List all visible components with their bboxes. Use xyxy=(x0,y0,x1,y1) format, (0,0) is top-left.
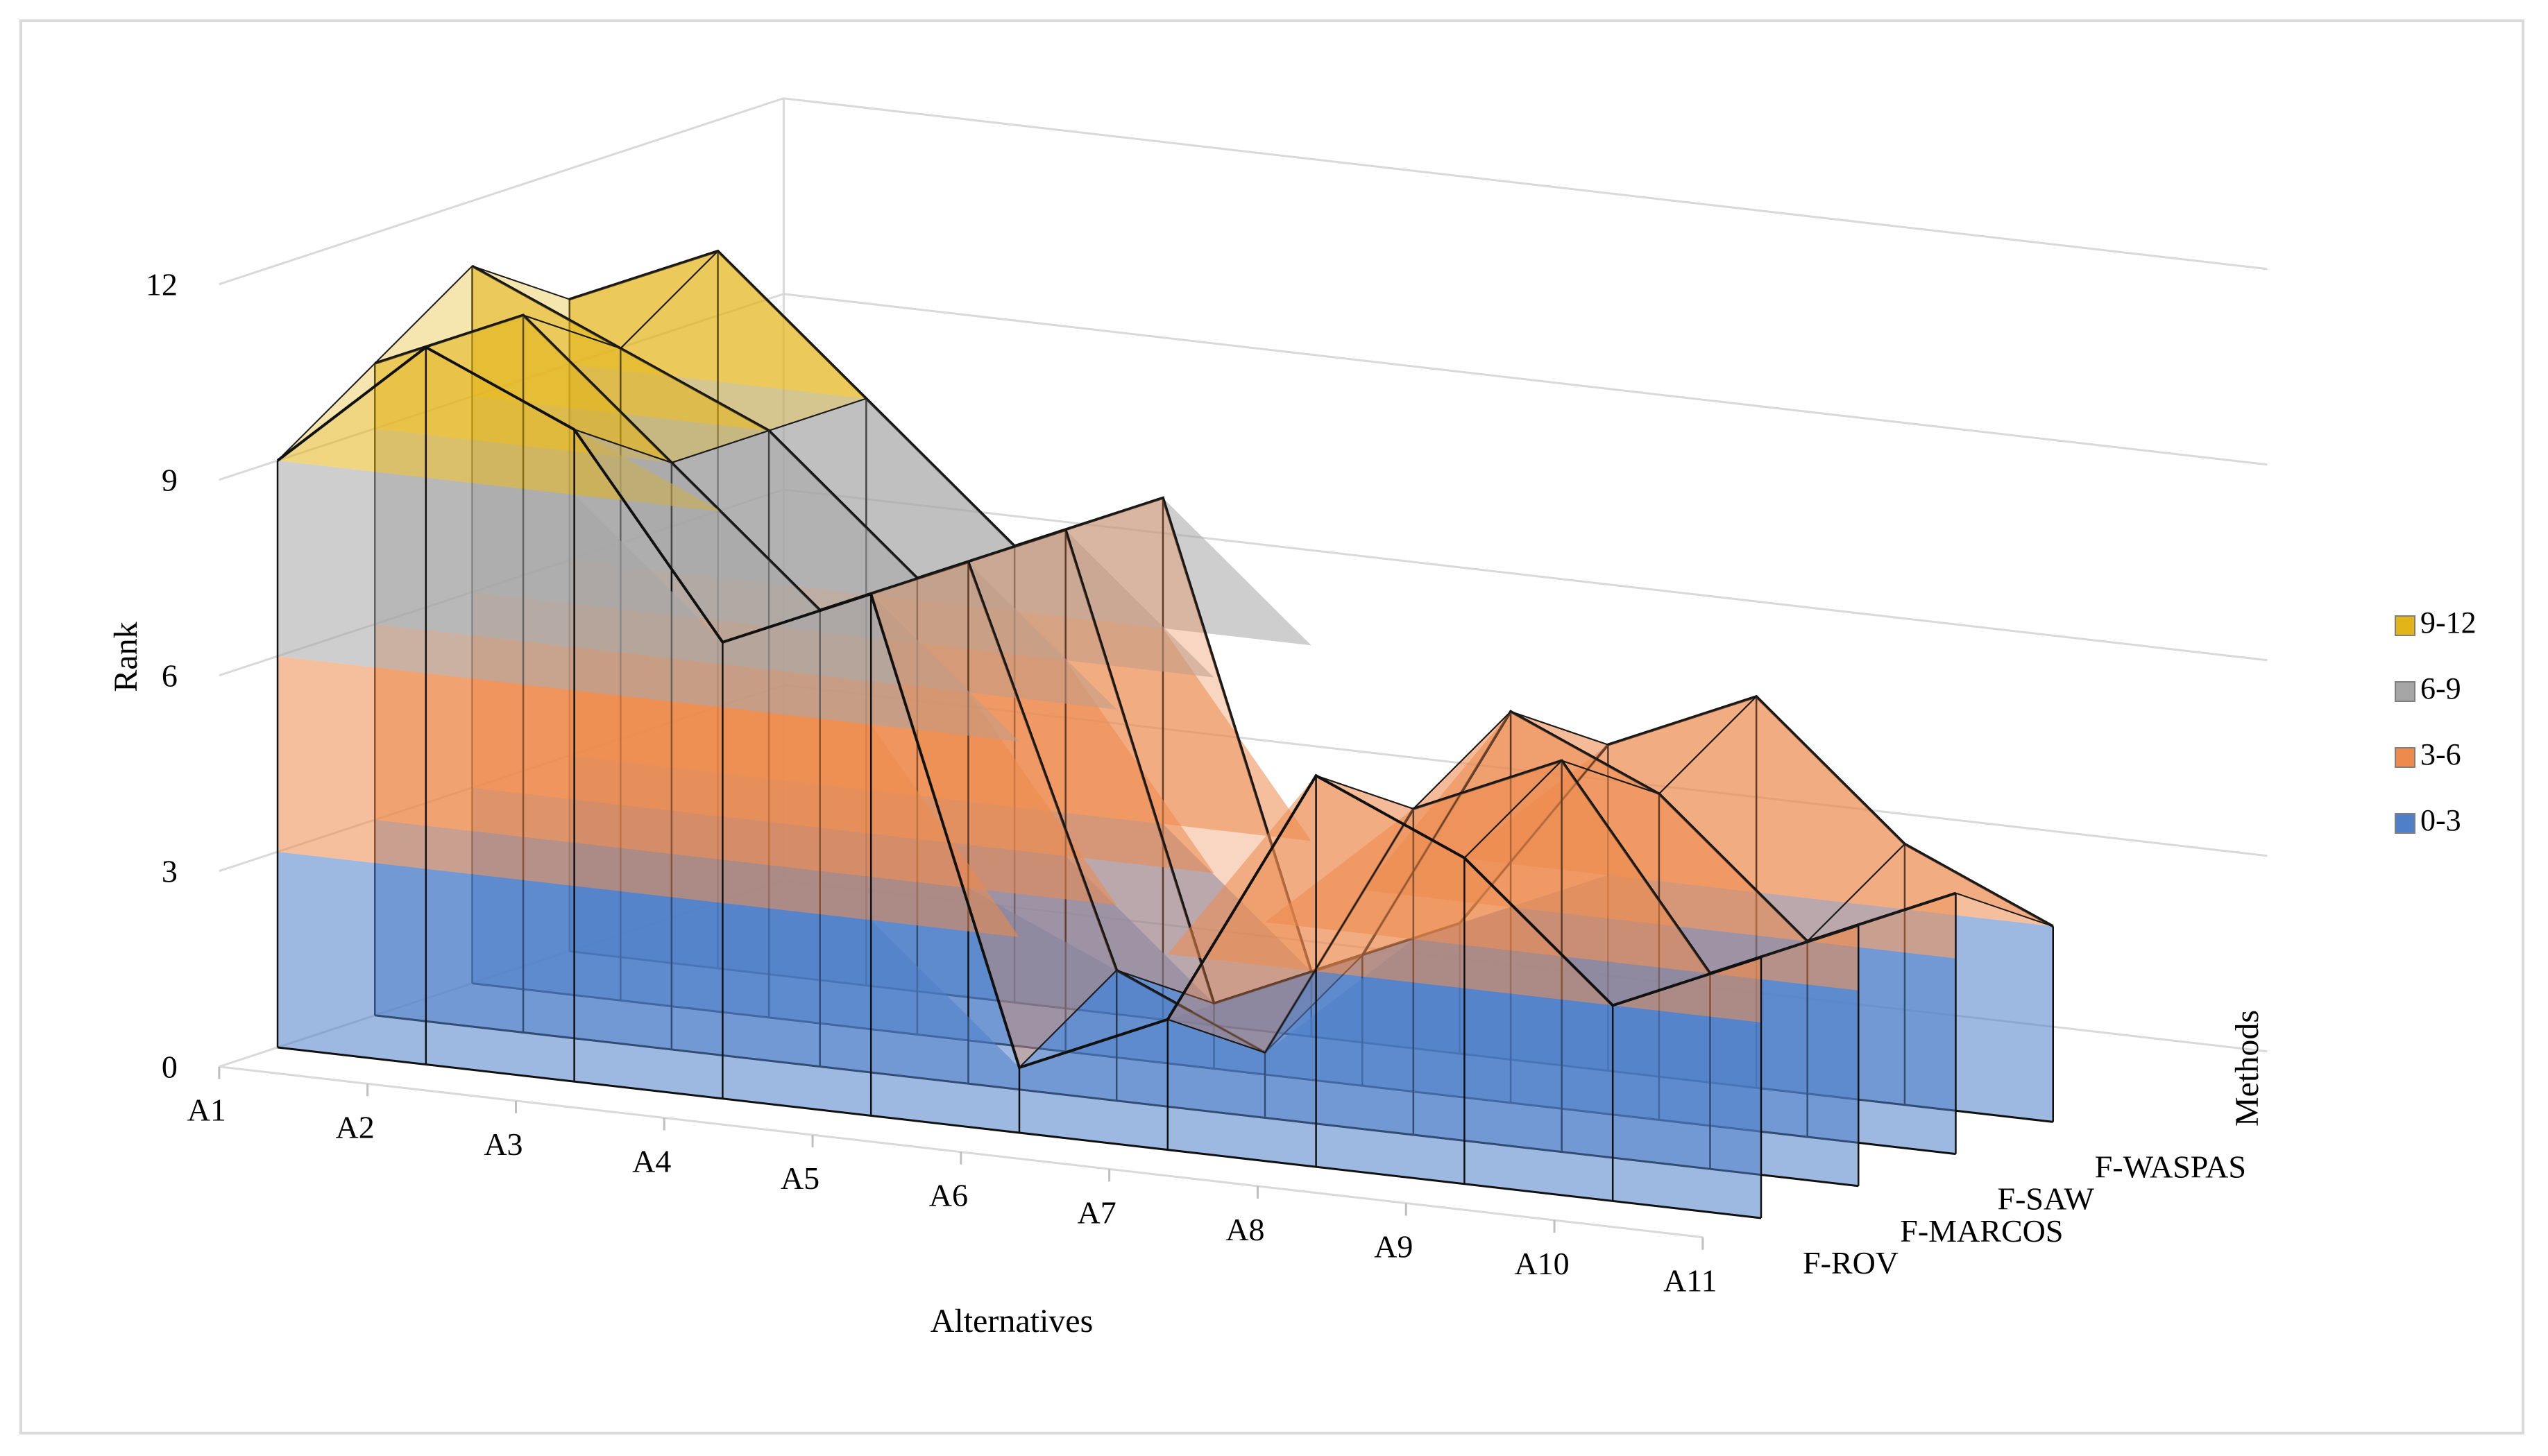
axes-layer: 0 3 6 9 12 A1 A2 A3 A4 A5 A6 A7 A8 A9 A10 A11 F-ROVF-MAR… xyxy=(146,267,2246,1299)
surface-band-undefined-F-ROV xyxy=(574,690,723,903)
x-tick-label: A6 xyxy=(929,1178,968,1213)
depth-tick-label: F-MARCOS xyxy=(1900,1213,2063,1249)
surface-band-undefined-F-ROV xyxy=(425,868,575,1082)
row-baseline-F-ROV xyxy=(277,1046,1762,1219)
surface-band-undefined-F-ROV xyxy=(722,902,872,1116)
surface-band-undefined-F-ROV xyxy=(722,594,872,725)
chart-svg: 0 3 6 9 12 A1 A2 A3 A4 A5 A6 A7 A8 A9 A10 A11 F-ROVF-MAR… xyxy=(108,97,2477,1339)
surface-band-undefined-F-ROV xyxy=(871,920,1019,1133)
x-axis-title: Alternatives xyxy=(931,1303,1094,1339)
surface-band-undefined-F-ROV xyxy=(722,707,872,920)
depth-tick-label: F-SAW xyxy=(1998,1181,2095,1217)
y-tick-label: 9 xyxy=(162,463,178,498)
surface-band-undefined-F-ROV xyxy=(1167,776,1316,972)
y-tick-label: 12 xyxy=(146,267,178,302)
depth-tick-label: F-ROV xyxy=(1803,1245,1899,1281)
legend-label-6-9: 6-9 xyxy=(2420,671,2461,705)
surface-band-undefined-F-MARCOS xyxy=(968,562,1117,710)
y-tick-label: 6 xyxy=(162,658,178,694)
surface-band-undefined-F-ROV xyxy=(1019,1019,1168,1150)
surface-band-undefined-F-ROV xyxy=(1316,776,1465,988)
y-axis-title: Rank xyxy=(108,622,144,692)
surface-band-undefined-F-ROV xyxy=(574,886,723,1099)
surface-band-undefined-F-ROV xyxy=(425,477,575,691)
x-tick-label: A2 xyxy=(336,1109,375,1145)
surface-band-undefined-F-WASPAS xyxy=(1756,696,1905,909)
surface-band-undefined-F-ROV xyxy=(1464,988,1613,1201)
surface-band-undefined-F-ROV xyxy=(278,852,426,1065)
surface-band-undefined-F-ROV xyxy=(574,495,723,708)
surface-band-undefined-F-MARCOS xyxy=(968,692,1117,905)
legend-layer: 9-12 6-9 3-6 0-3 xyxy=(2395,606,2477,837)
x-tick-label: A9 xyxy=(1374,1229,1413,1265)
x-tick-label: A5 xyxy=(781,1160,819,1196)
x-tick-label: A10 xyxy=(1514,1246,1569,1281)
chart-frame: 0 3 6 9 12 A1 A2 A3 A4 A5 A6 A7 A8 A9 A10 A11 F-ROV F-MAR… xyxy=(19,19,2524,1434)
surface-band-undefined-F-ROV xyxy=(1613,1005,1761,1218)
x-tick-label: A11 xyxy=(1663,1263,1717,1299)
legend-swatch-9-12 xyxy=(2395,615,2415,636)
surface-band-undefined-F-ROV xyxy=(278,461,426,674)
legend-label-3-6: 3-6 xyxy=(2420,737,2461,771)
y-tick-label: 3 xyxy=(162,854,178,889)
surface-band-undefined-F-ROV xyxy=(278,656,426,869)
x-tick-label: A8 xyxy=(1225,1212,1264,1247)
legend-label-0-3: 0-3 xyxy=(2420,803,2461,837)
legend-swatch-6-9 xyxy=(2395,681,2415,702)
surface-band-undefined-F-ROV xyxy=(425,347,575,495)
gridline xyxy=(219,97,2268,286)
legend-swatch-3-6 xyxy=(2395,747,2415,768)
x-tick-label: A1 xyxy=(187,1093,226,1128)
x-tick-label: A4 xyxy=(632,1144,671,1179)
y-tick-label: 0 xyxy=(162,1050,178,1085)
surface-band-undefined-F-ROV xyxy=(1316,971,1465,1184)
surface-band-undefined-F-WASPAS xyxy=(1162,497,1311,646)
surface-band-undefined-F-ROV xyxy=(574,429,723,512)
depth-tick-label: F-WASPAS xyxy=(2095,1149,2246,1184)
surface-layer xyxy=(276,249,2054,1219)
surface-band-undefined-F-ROV xyxy=(871,594,1019,742)
depth-axis-title: Methods xyxy=(2229,1010,2266,1127)
x-tick-label: A3 xyxy=(484,1127,523,1162)
surface-band-undefined-F-ROV xyxy=(1167,971,1316,1167)
surface-band-undefined-F-ROV xyxy=(1613,957,1761,1022)
x-tick-label: A7 xyxy=(1078,1194,1116,1230)
surface-band-undefined-F-ROV xyxy=(278,347,426,478)
legend-label-9-12: 9-12 xyxy=(2420,606,2477,640)
surface-band-undefined-F-ROV xyxy=(425,673,575,887)
surface-band-undefined-F-ROV xyxy=(871,724,1019,937)
surface-band-undefined-F-WASPAS xyxy=(1162,628,1311,841)
legend-swatch-0-3 xyxy=(2395,813,2415,834)
surface-band-undefined-F-SAW xyxy=(1065,530,1214,678)
